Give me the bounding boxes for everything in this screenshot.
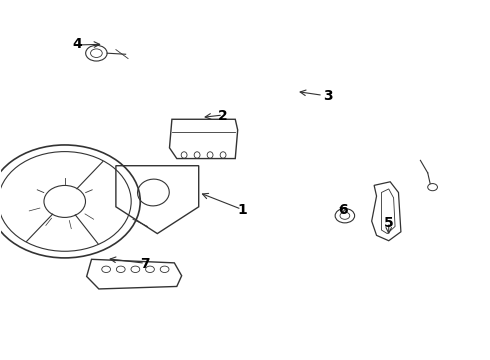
Text: 2: 2: [218, 109, 228, 123]
Text: 7: 7: [140, 257, 150, 271]
Text: 6: 6: [338, 203, 347, 217]
Text: 5: 5: [384, 216, 393, 230]
Text: 3: 3: [323, 89, 333, 103]
Text: 1: 1: [238, 203, 247, 217]
Text: 4: 4: [72, 37, 82, 51]
